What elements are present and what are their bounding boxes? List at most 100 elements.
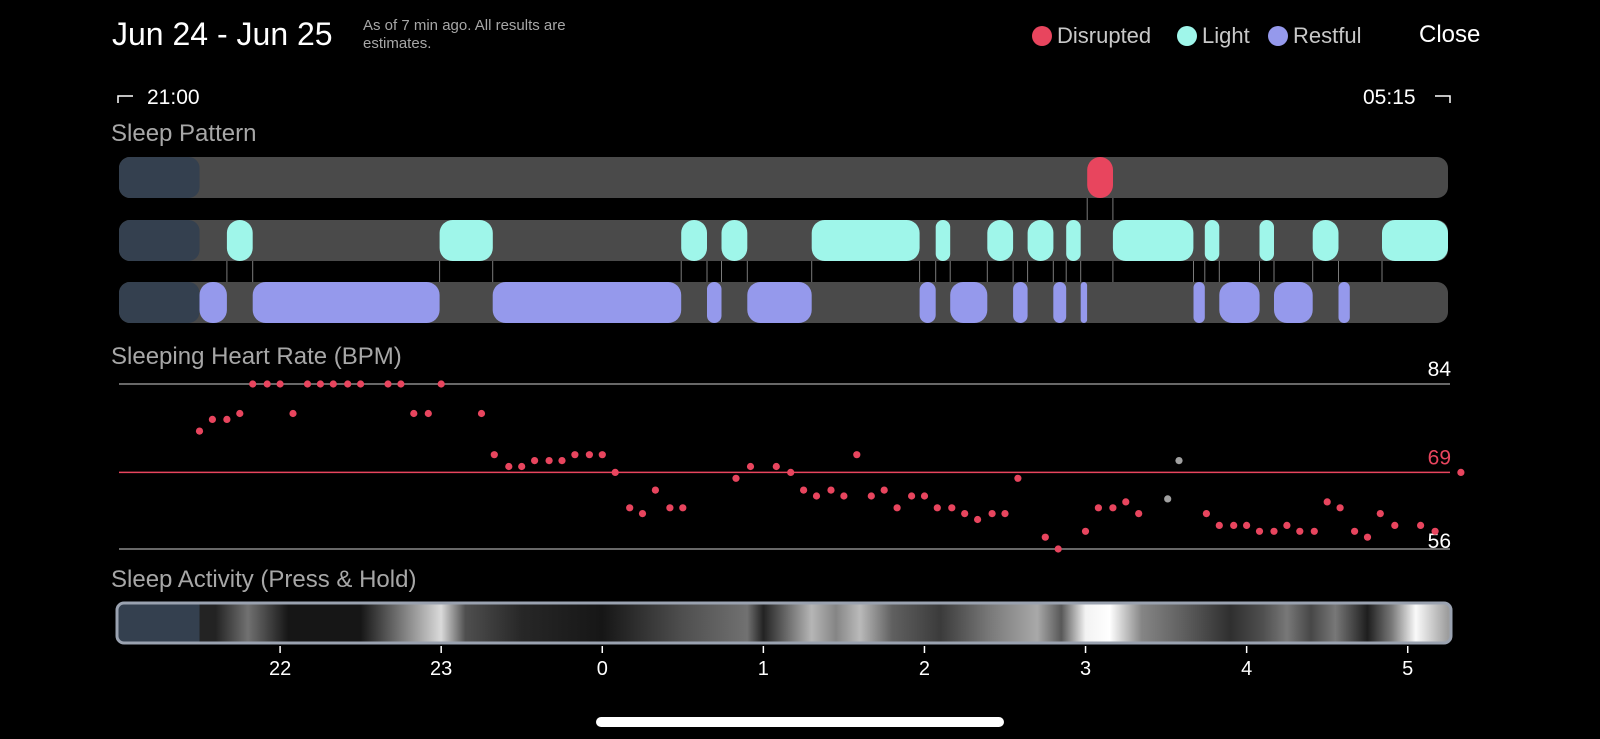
light-segment <box>1027 220 1054 261</box>
disrupted-track <box>119 157 1448 198</box>
restful-segment <box>1193 282 1205 323</box>
light-segment <box>1259 220 1274 261</box>
light-segment <box>1204 220 1220 261</box>
hr-point <box>329 380 337 388</box>
restful-segment <box>1274 282 1313 323</box>
hr-point <box>410 409 418 418</box>
x-tick-label: 4 <box>1241 658 1252 680</box>
hr-point <box>223 415 231 423</box>
hr-point <box>531 457 539 465</box>
hr-point <box>1109 504 1117 512</box>
sleep-pattern-title: Sleep Pattern <box>111 120 257 147</box>
light-segment <box>935 220 951 261</box>
date-range-title: Jun 24 - Jun 25 <box>112 16 333 52</box>
hr-point <box>800 486 808 494</box>
hr-max-label: 84 <box>1428 358 1452 381</box>
hr-point <box>1054 545 1062 553</box>
hr-point <box>867 492 875 500</box>
hr-point <box>558 457 566 465</box>
hr-point <box>893 504 901 512</box>
restful-dot-icon <box>1268 26 1288 46</box>
light-segment <box>1112 220 1194 261</box>
legend-restful-label: Restful <box>1293 23 1362 48</box>
hr-point <box>1283 521 1291 530</box>
legend-light: Light <box>1177 22 1250 50</box>
close-button[interactable]: Close <box>1419 21 1481 48</box>
hr-point <box>1417 521 1425 530</box>
hr-point <box>961 509 969 518</box>
hr-point <box>880 486 888 494</box>
hr-point <box>746 462 755 471</box>
activity-heatmap <box>199 603 1451 643</box>
heart-rate-title: Sleeping Heart Rate (BPM) <box>111 343 402 370</box>
hr-point <box>1122 498 1130 506</box>
hr-point <box>1081 527 1090 535</box>
estimate-note: As of 7 min ago. All results are estimat… <box>363 17 566 52</box>
restful-segment <box>919 282 936 323</box>
light-segment <box>1312 220 1339 261</box>
restful-segment <box>1338 282 1350 323</box>
hr-point <box>1202 509 1210 518</box>
x-tick-label: 5 <box>1402 658 1413 680</box>
hr-point <box>357 380 365 388</box>
hr-point <box>276 380 284 388</box>
hr-point <box>1255 527 1264 535</box>
light-segment <box>226 220 253 261</box>
restful-segment <box>1053 282 1067 323</box>
hr-point <box>344 380 352 388</box>
sleep-activity-title: Sleep Activity (Press & Hold) <box>111 566 417 593</box>
hr-point <box>827 486 835 494</box>
hr-min-label: 56 <box>1428 530 1451 553</box>
hr-point <box>289 409 297 418</box>
hr-points <box>195 380 1465 553</box>
hr-point <box>1351 527 1359 535</box>
hr-point <box>974 515 982 524</box>
restful-segment <box>707 282 722 323</box>
hr-point <box>1270 527 1278 535</box>
hr-point <box>840 492 848 500</box>
light-segment <box>439 220 493 261</box>
start-time: 21:00 <box>147 86 200 109</box>
hr-point <box>518 462 526 471</box>
hr-point <box>626 504 634 512</box>
hr-point <box>1457 468 1465 476</box>
home-indicator[interactable] <box>596 717 1004 727</box>
hr-point <box>1310 527 1318 535</box>
light-segment <box>721 220 748 261</box>
hr-point <box>611 468 619 476</box>
hr-point <box>316 380 324 388</box>
restful-segment <box>1219 282 1260 323</box>
hr-point <box>908 492 916 500</box>
hr-average-label: 69 <box>1428 446 1451 469</box>
restful-segment <box>492 282 682 323</box>
hr-point-gray <box>1175 457 1183 465</box>
restful-segment <box>1080 282 1088 323</box>
hr-point <box>988 509 996 518</box>
hr-point <box>1323 498 1331 506</box>
hr-point <box>1431 527 1439 535</box>
hr-point <box>545 457 553 465</box>
light-segment <box>1066 220 1081 261</box>
hr-point <box>249 380 257 388</box>
hr-point <box>1230 521 1238 530</box>
hr-point <box>812 492 821 500</box>
hr-point <box>490 451 498 459</box>
hr-point <box>1215 521 1223 530</box>
x-tick-label: 22 <box>269 658 291 680</box>
hr-point <box>1135 509 1143 518</box>
x-tick-label: 2 <box>919 658 930 680</box>
light-dot-icon <box>1177 26 1197 46</box>
hr-point <box>505 462 513 471</box>
light-segment <box>681 220 707 261</box>
light-track <box>119 220 1448 261</box>
hr-point <box>666 504 674 512</box>
hr-point <box>208 415 216 423</box>
hr-point <box>1391 521 1399 530</box>
hr-point <box>384 380 392 388</box>
legend-light-label: Light <box>1202 23 1250 48</box>
hr-point <box>933 504 941 512</box>
hr-point <box>1094 504 1102 512</box>
hr-point <box>1363 533 1372 541</box>
restful-segment <box>252 282 440 323</box>
light-segment <box>1382 220 1448 261</box>
